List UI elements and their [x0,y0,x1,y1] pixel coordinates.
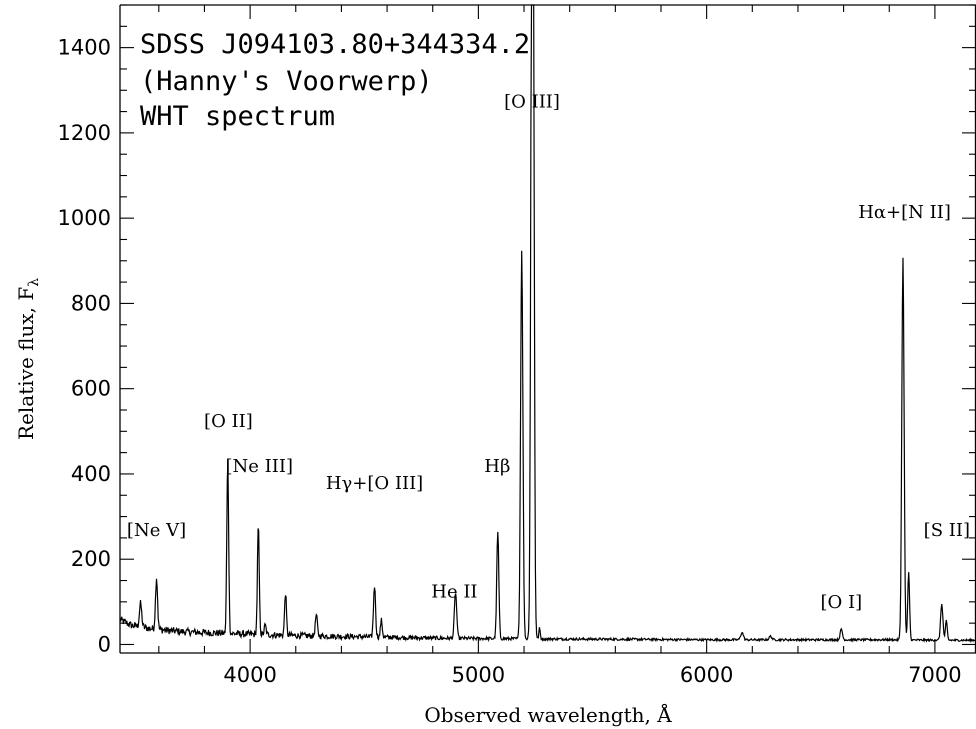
x-axis-label: Observed wavelength, Å [424,702,672,727]
emission-line-label: Hβ [484,456,510,477]
y-tick-label: 800 [71,291,111,315]
y-tick-label: 0 [98,632,111,656]
y-tick-label: 1400 [58,36,111,60]
emission-line-label: [Ne V] [127,520,186,541]
y-tick-label: 400 [71,462,111,486]
plot-axes: 4000 5000 6000 7000 0 200 400 600 800 1000 1200 140… [58,4,976,687]
emission-line-label: [S II] [924,520,970,541]
title-line-2: (Hanny's Voorwerp) [140,66,433,97]
emission-line-label: He II [431,582,477,603]
x-tick-label: 7000 [908,663,961,687]
y-tick-label: 1200 [58,121,111,145]
emission-line-label: Hγ+[O III] [326,473,423,494]
y-tick-label: 600 [71,377,111,401]
emission-line-label: [Ne III] [225,456,293,477]
x-tick-label: 6000 [680,663,733,687]
spectrum-line [119,4,976,644]
y-axis-label: Relative flux, Fλ [14,278,42,440]
title-line-3: WHT spectrum [140,101,335,132]
y-tick-label: 200 [71,547,111,571]
y-tick-label: 1000 [58,206,111,230]
title-line-1: SDSS J094103.80+344334.2 [140,29,530,60]
emission-line-label: Hα+[N II] [858,202,951,223]
y-axis-label-sub: λ [26,278,42,287]
x-tick-label: 4000 [223,663,276,687]
chart-title: SDSS J094103.80+344334.2 (Hanny's Voorwe… [140,29,530,132]
emission-line-label: [O I] [821,592,863,613]
line-annotations: [Ne V] [O II] [Ne III] Hγ+[O III] He II Hβ [O … [127,91,970,613]
emission-line-label: [O II] [204,411,253,432]
emission-line-label: [O III] [504,91,560,112]
y-axis-label-main: Relative flux, F [14,287,38,440]
x-tick-label: 5000 [452,663,505,687]
